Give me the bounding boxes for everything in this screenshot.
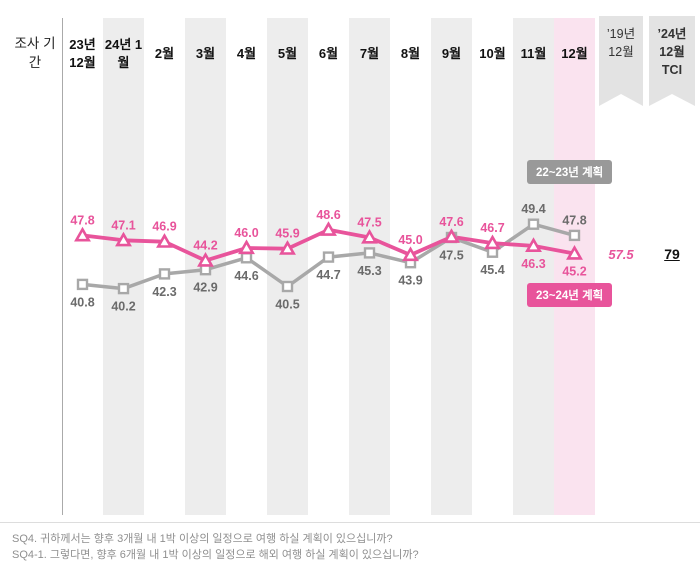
column-stripe bbox=[308, 18, 349, 515]
column-stripe bbox=[431, 18, 472, 515]
ribbon-dec-2019: ’19년 12월 bbox=[599, 16, 643, 106]
column-header-label: 23년 12월 bbox=[69, 37, 96, 70]
column-header-label: 2월 bbox=[154, 46, 175, 62]
column-header-label: 3월 bbox=[195, 46, 216, 62]
column-stripe bbox=[349, 18, 390, 515]
column-header-label: 11월 bbox=[520, 46, 547, 62]
column-stripe bbox=[185, 18, 226, 515]
column-header-label: 5월 bbox=[277, 46, 298, 62]
legend-22-23-plan: 22~23년 계획 bbox=[527, 160, 613, 184]
column-header-label: 4월 bbox=[236, 46, 257, 62]
column-header-label: 7월 bbox=[359, 46, 380, 62]
column-stripe bbox=[390, 18, 431, 515]
column-stripe bbox=[62, 18, 103, 515]
column-stripe bbox=[103, 18, 144, 515]
footnote-sq4: SQ4. 귀하께서는 향후 3개월 내 1박 이상의 일정으로 여행 하실 계획… bbox=[12, 533, 393, 545]
column-stripe bbox=[144, 18, 185, 515]
column-stripe bbox=[513, 18, 554, 515]
column-header-label: 10월 bbox=[479, 46, 506, 62]
ref-value-dec-2019: 57.5 bbox=[608, 247, 634, 262]
tci-value-dec-2024: 79 bbox=[664, 246, 680, 262]
column-stripe bbox=[267, 18, 308, 515]
column-header-label: 9월 bbox=[441, 46, 462, 62]
survey-period-label: 조사 기간 bbox=[14, 36, 56, 70]
footer-divider-line bbox=[0, 522, 700, 523]
column-header-label: 6월 bbox=[318, 46, 339, 62]
column-header-label: 8월 bbox=[400, 46, 421, 62]
legend-23-24-plan: 23~24년 계획 bbox=[527, 283, 613, 307]
column-stripe bbox=[554, 18, 595, 515]
footnote-sq4-1: SQ4-1. 그렇다면, 향후 6개월 내 1박 이상의 일정으로 해외 여행 … bbox=[12, 549, 419, 561]
column-header-label: 24년 1월 bbox=[104, 37, 143, 70]
ribbon-dec-2024-tci: ’24년 12월 TCI bbox=[649, 16, 695, 106]
column-header-label: 12월 bbox=[561, 46, 588, 62]
header-divider-line bbox=[62, 18, 63, 515]
column-stripe bbox=[226, 18, 267, 515]
column-stripe bbox=[472, 18, 513, 515]
